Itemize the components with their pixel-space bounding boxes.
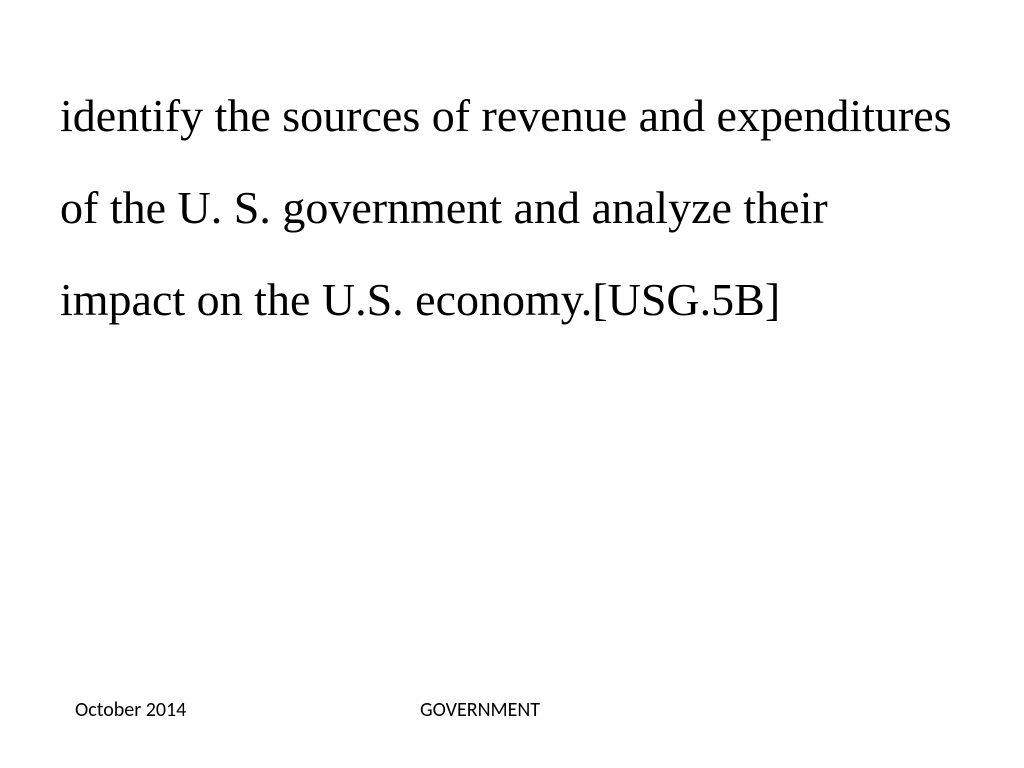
slide-footer: October 2014 GOVERNMENT: [0, 698, 1024, 728]
footer-date: October 2014: [75, 698, 186, 722]
slide-body-text: identify the sources of revenue and expe…: [60, 70, 964, 346]
footer-title: GOVERNMENT: [420, 698, 540, 722]
